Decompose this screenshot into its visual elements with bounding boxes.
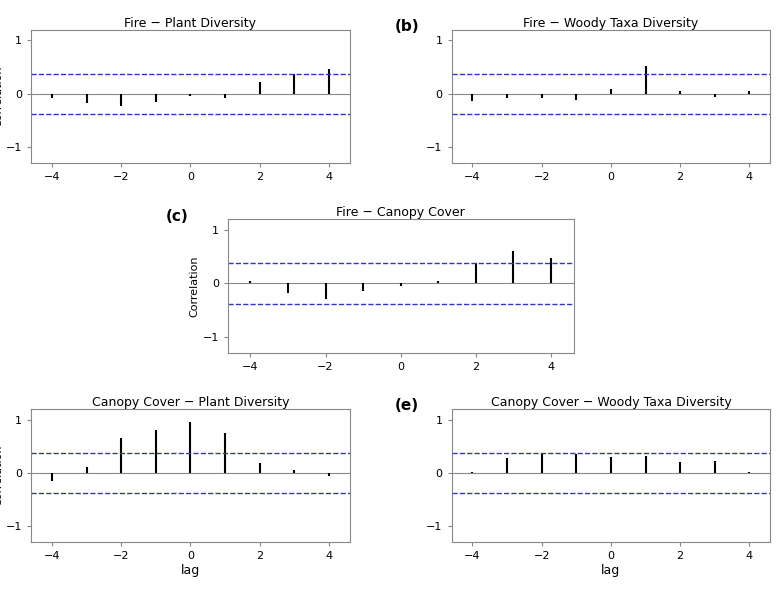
Y-axis label: Correlation: Correlation bbox=[190, 255, 200, 317]
Title: Fire − Plant Diversity: Fire − Plant Diversity bbox=[124, 17, 257, 30]
Title: Fire − Canopy Cover: Fire − Canopy Cover bbox=[336, 206, 465, 219]
Y-axis label: Correlation: Correlation bbox=[0, 445, 3, 507]
Text: (e): (e) bbox=[394, 398, 419, 413]
Title: Fire − Woody Taxa Diversity: Fire − Woody Taxa Diversity bbox=[524, 17, 699, 30]
Text: (c): (c) bbox=[166, 209, 188, 224]
Text: (b): (b) bbox=[394, 19, 419, 34]
Y-axis label: Correlation: Correlation bbox=[0, 66, 3, 128]
X-axis label: lag: lag bbox=[180, 564, 200, 577]
X-axis label: lag: lag bbox=[601, 564, 621, 577]
Title: Canopy Cover − Plant Diversity: Canopy Cover − Plant Diversity bbox=[92, 396, 289, 409]
Title: Canopy Cover − Woody Taxa Diversity: Canopy Cover − Woody Taxa Diversity bbox=[491, 396, 731, 409]
